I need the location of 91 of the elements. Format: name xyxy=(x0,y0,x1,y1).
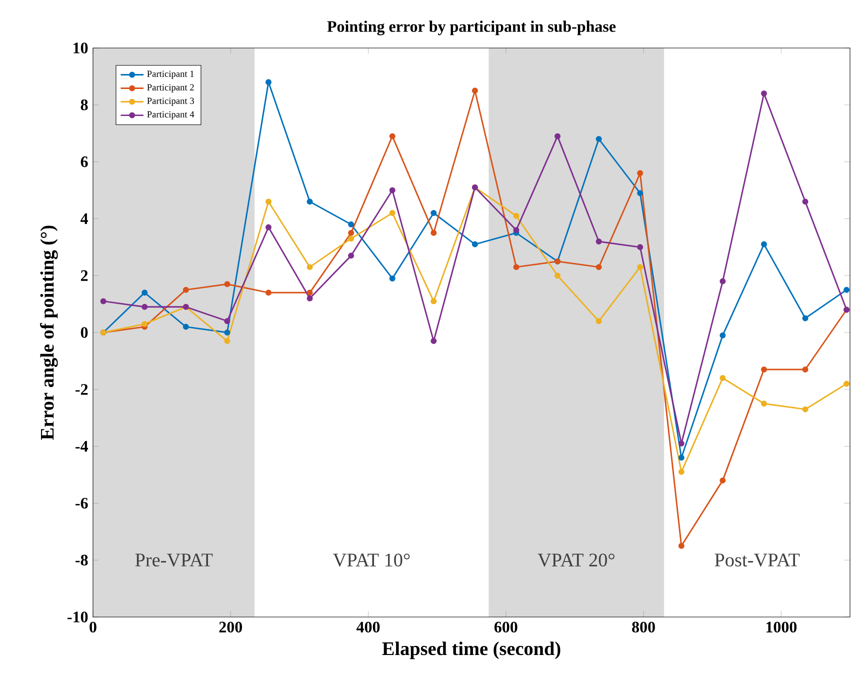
y-tick-label: -2 xyxy=(76,384,88,395)
y-tick-label: 2 xyxy=(80,270,88,281)
point xyxy=(265,224,272,230)
point xyxy=(348,230,354,236)
point xyxy=(142,320,148,327)
point xyxy=(637,264,644,270)
point xyxy=(844,380,850,387)
point xyxy=(513,264,520,270)
point xyxy=(348,252,354,259)
point xyxy=(596,136,602,142)
point xyxy=(265,79,272,86)
point xyxy=(637,190,644,196)
point xyxy=(182,324,189,330)
point xyxy=(637,170,644,176)
band-label: VPAT 10° xyxy=(332,554,410,567)
band-label: Pre-VPAT xyxy=(135,554,213,567)
x-tick-label: 200 xyxy=(219,622,242,632)
point xyxy=(348,221,354,228)
x-tick-label: 800 xyxy=(632,622,655,632)
point xyxy=(142,304,148,310)
y-tick-label: -6 xyxy=(76,498,88,509)
y-tick-label: 6 xyxy=(80,156,88,168)
y-tick-label: 8 xyxy=(80,100,88,110)
point xyxy=(844,286,850,293)
point xyxy=(389,275,396,282)
point xyxy=(430,210,437,216)
point xyxy=(430,338,437,344)
point xyxy=(720,278,726,284)
point xyxy=(348,236,354,242)
y-tick-label: -8 xyxy=(76,554,88,566)
point xyxy=(802,366,808,372)
y-tick-label: -10 xyxy=(68,612,88,622)
point xyxy=(596,264,602,270)
point xyxy=(802,315,808,322)
point xyxy=(596,318,602,324)
legend-label: Participant 4 xyxy=(147,111,194,120)
point xyxy=(720,332,726,338)
y-tick-label: 4 xyxy=(80,213,88,224)
point xyxy=(100,298,106,304)
point xyxy=(596,238,602,244)
point xyxy=(637,244,644,250)
point xyxy=(720,477,726,484)
legend-label: Participant 2 xyxy=(147,84,194,92)
band-label: Post-VPAT xyxy=(714,554,800,567)
point xyxy=(306,264,313,270)
point xyxy=(472,241,478,248)
point xyxy=(142,290,148,296)
point xyxy=(306,290,313,296)
point xyxy=(760,366,767,372)
band-label: VPAT 20° xyxy=(538,554,614,567)
legend-label: Participant 1 xyxy=(147,70,194,79)
point xyxy=(678,542,684,549)
point xyxy=(802,198,808,205)
point xyxy=(720,375,726,382)
x-tick-label: 600 xyxy=(494,622,518,632)
point xyxy=(224,281,230,288)
point xyxy=(389,187,396,194)
x-tick-label: 1000 xyxy=(766,622,797,632)
point xyxy=(554,272,561,279)
x-tick-label: 400 xyxy=(356,622,380,632)
y-tick-label: 10 xyxy=(74,42,88,54)
point xyxy=(513,212,520,219)
point xyxy=(760,400,767,407)
point xyxy=(306,198,313,205)
point xyxy=(472,88,478,94)
point xyxy=(760,241,767,248)
point xyxy=(430,230,437,236)
point xyxy=(265,290,272,296)
point xyxy=(224,318,230,324)
point xyxy=(182,286,189,293)
point xyxy=(389,210,396,216)
x-tick-label: 0 xyxy=(90,622,96,632)
point xyxy=(678,454,684,461)
point xyxy=(678,468,684,475)
point xyxy=(224,338,230,344)
chart-title: Pointing error by participant in sub-phase xyxy=(327,20,616,36)
point xyxy=(389,133,396,140)
legend-label: Participant 3 xyxy=(147,98,194,106)
y-axis-title: Error angle of pointing (°) xyxy=(40,226,58,440)
point xyxy=(224,330,230,336)
point xyxy=(678,440,684,446)
point xyxy=(430,298,437,304)
point xyxy=(513,227,520,234)
point xyxy=(265,198,272,205)
x-axis-title: Elapsed time (second) xyxy=(382,642,560,660)
point xyxy=(760,90,767,97)
y-tick-label: 0 xyxy=(80,327,88,338)
y-tick-label: -4 xyxy=(76,441,88,452)
point xyxy=(802,406,808,412)
point xyxy=(306,295,313,302)
point xyxy=(554,133,561,140)
